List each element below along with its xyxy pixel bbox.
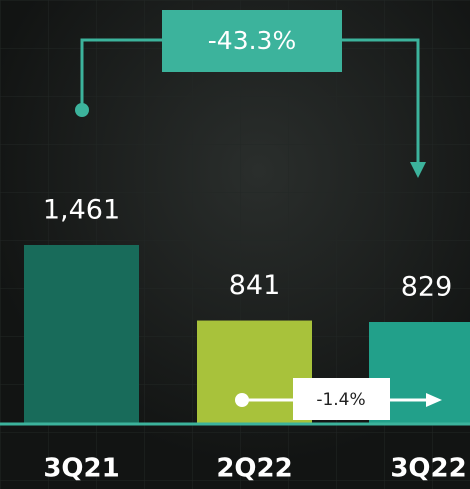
bar [24, 245, 139, 423]
x-tick-label: 3Q21 [43, 454, 119, 484]
annotation: -43.3% [208, 26, 296, 55]
x-tick-label: 3Q22 [390, 454, 466, 484]
bar [197, 320, 312, 423]
value-label: 1,461 [43, 195, 120, 226]
annotation: -1.4% [316, 390, 365, 410]
value-label: 841 [229, 270, 281, 301]
value-label: 829 [401, 271, 453, 302]
annotation-box [162, 10, 342, 72]
connector-dot [235, 393, 249, 407]
x-tick-label: 2Q22 [216, 454, 292, 484]
bars [24, 245, 470, 423]
connector [80, 38, 162, 110]
connector [342, 38, 420, 164]
connector-dot [75, 103, 89, 117]
overall-change: -43.3% [75, 10, 426, 178]
period-change: -1.4% [235, 378, 442, 420]
connector-arrow [426, 393, 442, 407]
connector-arrow [410, 162, 426, 178]
annotation-box [293, 378, 390, 420]
